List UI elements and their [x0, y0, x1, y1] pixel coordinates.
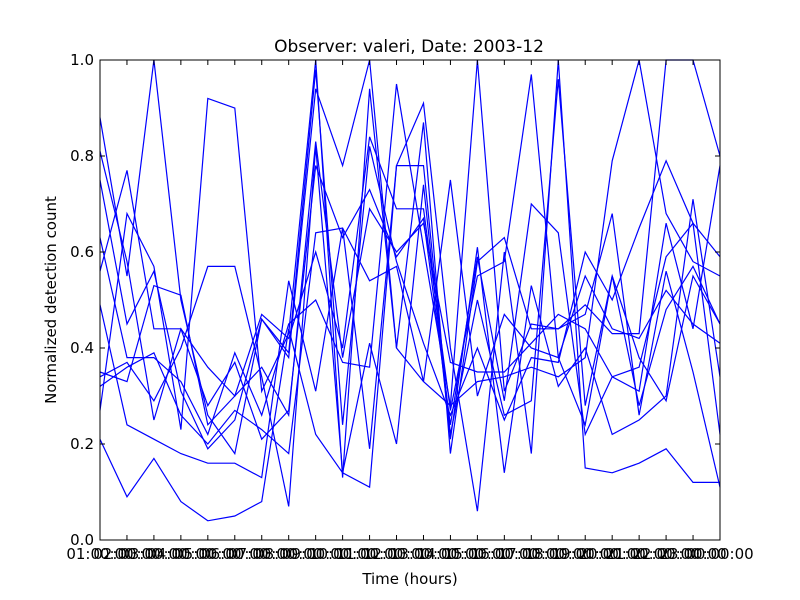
x-axis: 01:00:0002:00:0003:00:0004:00:0005:00:00…: [66, 60, 754, 563]
chart-title: Observer: valeri, Date: 2003-12: [274, 37, 544, 57]
y-tick-label: 1.0: [70, 51, 94, 69]
x-tick-label: 11:00:00: [336, 545, 403, 563]
x-tick-label: 07:00:00: [228, 545, 295, 563]
x-tick-label: 22:00:00: [632, 545, 699, 563]
plot-frame: [99, 59, 721, 541]
x-tick-label: 08:00:00: [255, 545, 322, 563]
y-axis-label: Normalized detection count: [42, 196, 60, 404]
x-tick-label: 15:00:00: [444, 545, 511, 563]
x-tick-label: 06:00:00: [201, 545, 268, 563]
y-tick-label: 0.4: [70, 339, 94, 357]
x-tick-label: 09:00:00: [282, 545, 349, 563]
x-tick-label: 14:00:00: [417, 545, 484, 563]
series-group: [99, 59, 721, 522]
x-tick-label: 02:00:00: [93, 545, 160, 563]
x-tick-label: 13:00:00: [390, 545, 457, 563]
series-line-10: [99, 179, 721, 455]
x-tick-label: 18:00:00: [525, 545, 592, 563]
x-tick-label: 10:00:00: [309, 545, 376, 563]
series-line-5: [99, 165, 721, 441]
y-tick-label: 0.6: [70, 243, 94, 261]
y-axis: 0.0 0.2 0.4 0.6 0.8 1.0: [70, 51, 720, 549]
x-tick-label: 01:00:00: [66, 545, 133, 563]
series-line-4: [99, 59, 721, 436]
series-line-6: [99, 59, 720, 522]
x-tick-label: 12:00:00: [363, 545, 430, 563]
series-line-11: [99, 74, 721, 427]
series-line-9: [99, 146, 721, 507]
x-tick-label: 17:00:00: [498, 545, 565, 563]
x-tick-label: 00:00:00: [686, 545, 753, 563]
series-line-1: [99, 59, 721, 456]
x-axis-label: Time (hours): [361, 570, 457, 588]
y-tick-label: 0.2: [70, 435, 94, 453]
y-tick-label: 0.0: [70, 531, 94, 549]
series-line-8: [99, 69, 721, 450]
y-tick-label: 0.8: [70, 147, 94, 165]
x-tick-label: 21:00:00: [605, 545, 672, 563]
x-tick-label: 05:00:00: [174, 545, 241, 563]
x-tick-label: 19:00:00: [552, 545, 619, 563]
x-tick-label: 03:00:00: [120, 545, 187, 563]
series-line-3: [99, 59, 721, 488]
x-tick-label: 16:00:00: [471, 545, 538, 563]
x-tick-label: 04:00:00: [147, 545, 214, 563]
x-tick-label: 23:00:00: [659, 545, 726, 563]
x-tick-label: 20:00:00: [578, 545, 645, 563]
